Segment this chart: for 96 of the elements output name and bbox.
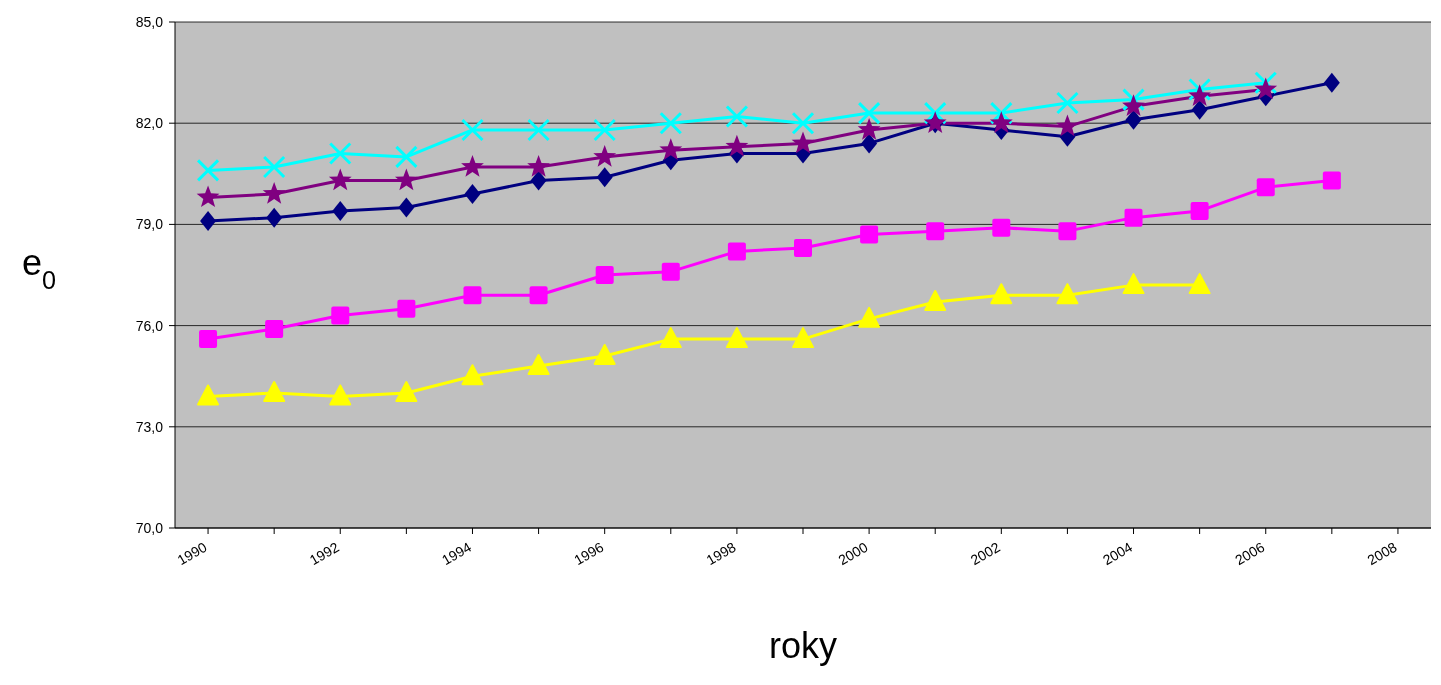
x-tick-label: 1992 (306, 538, 342, 569)
point (328, 168, 352, 191)
y-tick-label: 79,0 (135, 216, 164, 233)
point (661, 262, 680, 281)
point (328, 142, 352, 166)
point (332, 200, 349, 221)
point (858, 306, 881, 328)
x-tick-label: 2008 (1364, 538, 1400, 569)
point (860, 225, 879, 244)
x-tick-label: 2002 (967, 538, 1003, 569)
point (394, 145, 418, 169)
point (1322, 171, 1341, 190)
point (1124, 208, 1143, 227)
point (1122, 88, 1146, 112)
point (990, 283, 1013, 305)
point (727, 242, 746, 261)
x-tick-label: 2006 (1232, 538, 1268, 569)
point (461, 364, 484, 386)
point (331, 306, 350, 325)
y-axis-title: e$_{0}$ (22, 242, 57, 294)
point (792, 327, 814, 349)
point (1256, 178, 1275, 197)
point (199, 330, 218, 349)
point (857, 117, 881, 140)
point (989, 111, 1013, 133)
point (262, 182, 286, 204)
point (527, 118, 551, 142)
point (1254, 77, 1278, 100)
point (924, 289, 947, 311)
point (197, 384, 220, 406)
point (659, 327, 682, 349)
point (926, 222, 945, 241)
point (527, 155, 550, 177)
point (329, 384, 352, 406)
x-tick-label: 1998 (703, 538, 739, 569)
y-tick-label: 73,0 (135, 418, 164, 435)
point (1055, 91, 1079, 115)
point (1188, 84, 1212, 106)
point (1323, 72, 1340, 93)
point (659, 138, 683, 160)
point (593, 343, 616, 365)
point (1122, 273, 1145, 295)
x-tick-label: 2004 (1100, 538, 1136, 569)
x-axis-title: roky (768, 625, 838, 666)
point (725, 134, 749, 157)
point (791, 131, 815, 154)
point (461, 155, 484, 177)
point (992, 218, 1011, 237)
point (989, 101, 1013, 125)
point (527, 354, 550, 376)
point (659, 111, 683, 135)
point (1056, 114, 1079, 137)
point (725, 104, 749, 128)
point (1188, 77, 1212, 101)
point (1125, 109, 1142, 130)
point (595, 266, 614, 284)
point (1190, 201, 1209, 220)
point (460, 118, 484, 142)
y-tick-label: 76,0 (135, 317, 164, 334)
point (395, 381, 418, 403)
x-tick-label: 1994 (438, 538, 475, 569)
point (262, 155, 286, 179)
point (861, 133, 878, 154)
y-tick-label: 82,0 (135, 115, 164, 132)
x-tick-label: 2000 (835, 538, 871, 569)
x-tick-label: 1996 (571, 538, 607, 569)
point (1254, 71, 1278, 95)
x-tick-label: 1990 (174, 538, 210, 569)
point (196, 158, 220, 182)
point (923, 101, 947, 125)
point (791, 111, 815, 135)
point (1056, 283, 1079, 305)
point (794, 239, 812, 258)
point (529, 286, 548, 305)
point (1058, 222, 1077, 241)
point (464, 184, 481, 205)
point (265, 319, 284, 338)
point (857, 101, 881, 125)
point (266, 207, 283, 228)
point (530, 170, 547, 191)
point (1191, 99, 1208, 120)
y-tick-label: 70,0 (135, 520, 164, 536)
point (593, 118, 617, 142)
point (263, 381, 286, 403)
point (1122, 94, 1145, 117)
point (398, 197, 415, 218)
point (200, 211, 217, 232)
point (196, 185, 220, 208)
point (394, 168, 418, 191)
point (593, 144, 617, 167)
point (397, 299, 416, 318)
point (1188, 273, 1211, 295)
point (596, 167, 613, 188)
point (725, 327, 748, 349)
point (463, 286, 482, 305)
y-tick-label: 85,0 (135, 14, 164, 30)
